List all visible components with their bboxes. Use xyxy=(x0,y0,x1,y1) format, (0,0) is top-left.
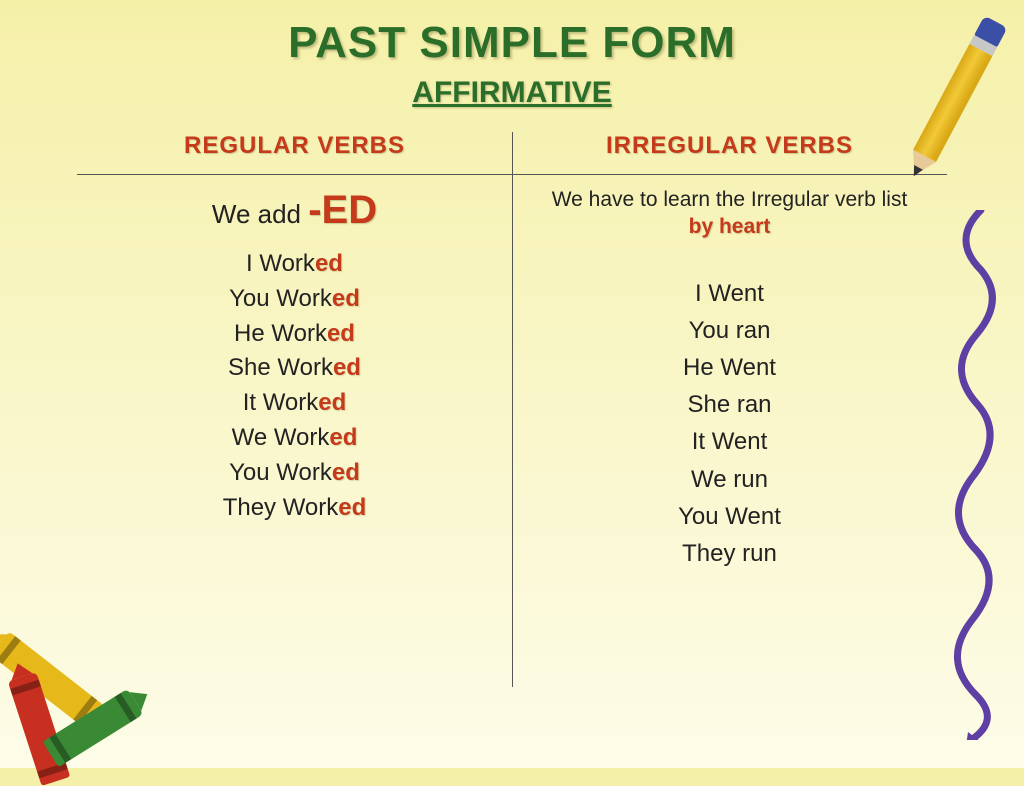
verb-suffix: ed xyxy=(332,459,360,486)
list-item: She ran xyxy=(512,386,947,423)
verb-stem: We Work xyxy=(232,424,330,451)
irregular-rule: We have to learn the Irregular verb list… xyxy=(512,186,947,241)
list-item: She Worked xyxy=(77,351,512,386)
list-item: We run xyxy=(512,461,947,498)
irregular-verbs-column: IRREGULAR VERBS We have to learn the Irr… xyxy=(512,132,947,572)
list-item: He Worked xyxy=(77,317,512,352)
verb-suffix: ed xyxy=(329,424,357,451)
verb-suffix: ed xyxy=(338,494,366,521)
squiggle-icon xyxy=(946,210,1006,740)
page-title: PAST SIMPLE FORM xyxy=(0,0,1024,68)
list-item: You ran xyxy=(512,312,947,349)
irregular-rule-prefix: We have to learn the Irregular verb list xyxy=(552,188,908,211)
list-item: You Worked xyxy=(77,282,512,317)
verb-suffix: ed xyxy=(327,320,355,347)
verb-stem: I Work xyxy=(246,250,315,277)
list-item: They Worked xyxy=(77,491,512,526)
verb-suffix: ed xyxy=(318,389,346,416)
verb-suffix: ed xyxy=(315,250,343,277)
list-item: We Worked xyxy=(77,421,512,456)
content-columns: REGULAR VERBS We add -ED I WorkedYou Wor… xyxy=(77,132,947,572)
vertical-divider xyxy=(512,132,513,687)
regular-rule-prefix: We add xyxy=(212,199,308,229)
list-item: He Went xyxy=(512,349,947,386)
verb-stem: They Work xyxy=(223,494,339,521)
irregular-rule-highlight: by heart xyxy=(689,215,771,238)
regular-conjugation-list: I WorkedYou WorkedHe WorkedShe WorkedIt … xyxy=(77,247,512,525)
verb-suffix: ed xyxy=(332,285,360,312)
list-item: They run xyxy=(512,535,947,572)
regular-rule-highlight: -ED xyxy=(308,188,377,232)
verb-stem: It Work xyxy=(243,389,319,416)
irregular-conjugation-list: I WentYou ranHe WentShe ranIt WentWe run… xyxy=(512,275,947,573)
list-item: It Went xyxy=(512,423,947,460)
verb-stem: He Work xyxy=(234,320,327,347)
list-item: It Worked xyxy=(77,386,512,421)
list-item: I Went xyxy=(512,275,947,312)
list-item: I Worked xyxy=(77,247,512,282)
verb-stem: She Work xyxy=(228,354,333,381)
regular-verbs-column: REGULAR VERBS We add -ED I WorkedYou Wor… xyxy=(77,132,512,572)
verb-stem: You Work xyxy=(229,285,332,312)
verb-suffix: ed xyxy=(333,354,361,381)
regular-verbs-header: REGULAR VERBS xyxy=(77,132,512,160)
page-subtitle: AFFIRMATIVE xyxy=(0,76,1024,110)
crayons-icon xyxy=(0,610,152,780)
list-item: You Worked xyxy=(77,456,512,491)
list-item: You Went xyxy=(512,498,947,535)
regular-rule: We add -ED xyxy=(77,188,512,233)
verb-stem: You Work xyxy=(229,459,332,486)
